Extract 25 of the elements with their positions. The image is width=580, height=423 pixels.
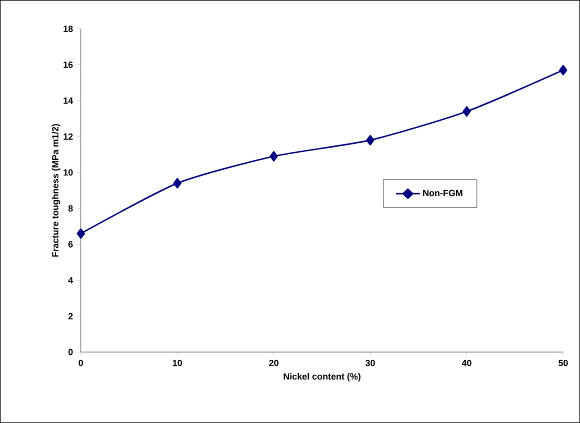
point: [462, 106, 471, 117]
y-axis-title: Fracture toughness (MPa m1/2): [52, 124, 60, 257]
y-tick-label: 2: [68, 313, 73, 320]
x-axis-title: Nickel content (%): [284, 373, 360, 382]
point: [366, 134, 374, 146]
point: [173, 178, 182, 189]
point: [270, 151, 278, 162]
x-tick-label: 20: [269, 360, 278, 366]
y-tick-label: 16: [64, 62, 73, 68]
y-tick-label: 8: [68, 205, 73, 212]
y-tick-label: 4: [68, 277, 74, 284]
y-tick-label: 6: [68, 241, 73, 248]
x-tick-label: 40: [462, 360, 472, 366]
x-tick-label: 10: [172, 360, 182, 366]
point: [559, 64, 568, 76]
y-tick-label: 0: [68, 348, 73, 356]
x-tick-label: 30: [365, 360, 375, 366]
point: [76, 228, 85, 239]
y-tick-label: 12: [64, 133, 73, 140]
x-tick-label: 0: [78, 360, 83, 366]
y-tick-label: 18: [64, 26, 73, 32]
x-tick-label: 50: [558, 360, 568, 366]
y-tick-label: 10: [64, 169, 73, 176]
y-tick-label: 14: [64, 98, 74, 104]
legend-label: Non-FGM: [423, 190, 462, 196]
